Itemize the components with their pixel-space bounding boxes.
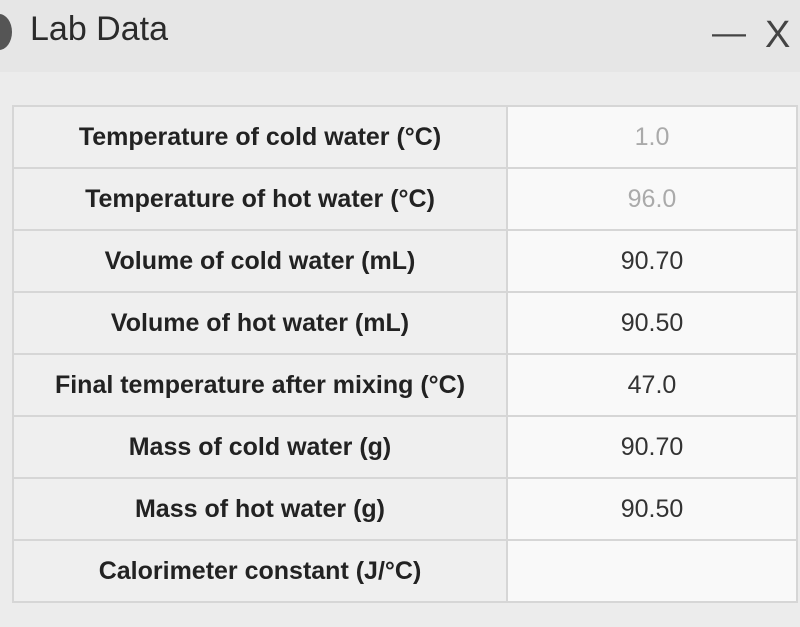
- row-label: Calorimeter constant (J/°C): [12, 539, 508, 603]
- table-row: Temperature of cold water (°C) 1.0: [12, 105, 798, 169]
- window-title: Lab Data: [30, 10, 168, 48]
- window-dot: [0, 14, 12, 50]
- table-row: Temperature of hot water (°C) 96.0: [12, 167, 798, 231]
- row-label: Mass of cold water (g): [12, 415, 508, 479]
- table-row: Volume of cold water (mL) 90.70: [12, 229, 798, 293]
- value-cell[interactable]: 96.0: [506, 167, 798, 231]
- value-cell[interactable]: 47.0: [506, 353, 798, 417]
- value-cell[interactable]: 1.0: [506, 105, 798, 169]
- table-row: Mass of hot water (g) 90.50: [12, 477, 798, 541]
- row-label: Mass of hot water (g): [12, 477, 508, 541]
- value-cell[interactable]: 90.50: [506, 291, 798, 355]
- value-cell[interactable]: [506, 539, 798, 603]
- table-row: Calorimeter constant (J/°C): [12, 539, 798, 603]
- minimize-button[interactable]: —: [712, 14, 746, 52]
- close-button[interactable]: X: [765, 14, 791, 56]
- table-row: Volume of hot water (mL) 90.50: [12, 291, 798, 355]
- row-label: Volume of hot water (mL): [12, 291, 508, 355]
- row-label: Temperature of cold water (°C): [12, 105, 508, 169]
- title-bar: Lab Data — X: [0, 0, 800, 72]
- table-row: Mass of cold water (g) 90.70: [12, 415, 798, 479]
- data-table: Temperature of cold water (°C) 1.0 Tempera…: [12, 105, 798, 603]
- value-cell[interactable]: 90.70: [506, 415, 798, 479]
- table-row: Final temperature after mixing (°C) 47.0: [12, 353, 798, 417]
- value-cell[interactable]: 90.50: [506, 477, 798, 541]
- value-cell[interactable]: 90.70: [506, 229, 798, 293]
- row-label: Volume of cold water (mL): [12, 229, 508, 293]
- row-label: Final temperature after mixing (°C): [12, 353, 508, 417]
- row-label: Temperature of hot water (°C): [12, 167, 508, 231]
